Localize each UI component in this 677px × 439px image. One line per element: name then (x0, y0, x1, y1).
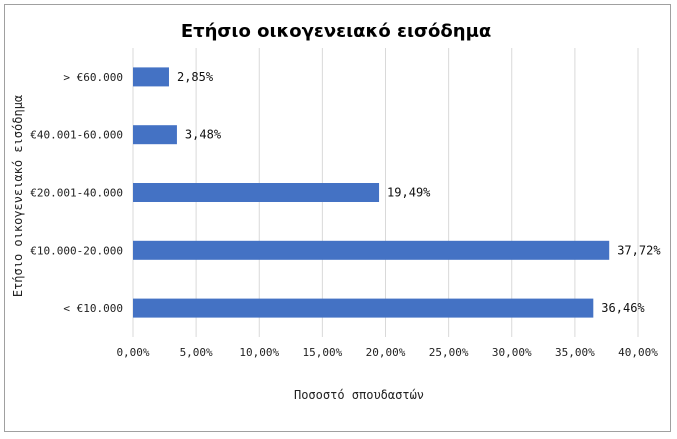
x-tick-label: 0,00% (116, 346, 149, 359)
data-label: 2,85% (177, 70, 214, 84)
y-axis-ticks: < €10.000 €10.000-20.000 €20.001-40.000 €40… (30, 71, 123, 315)
bar (133, 125, 177, 145)
bar (133, 298, 594, 318)
bar (133, 183, 380, 202)
x-tick-label: 15,00% (303, 346, 343, 359)
x-axis-label: Ποσοστό σπουδαστών (294, 388, 424, 402)
y-tick-label: €20.001-40.000 (30, 187, 123, 200)
chart-frame (4, 4, 671, 432)
data-labels: 36,46% 37,72% 19,49% 3,48% 2,85% (177, 70, 661, 315)
gridlines (132, 48, 639, 337)
x-tick-label: 40,00% (618, 346, 658, 359)
y-tick-label: €40.001-60.000 (30, 129, 123, 142)
chart-title: Ετήσιο οικογενειακό εισόδημα (181, 21, 491, 42)
x-tick-label: 35,00% (555, 346, 595, 359)
y-tick-label: > €60.000 (63, 71, 123, 84)
data-label: 3,48% (185, 128, 222, 142)
x-tick-label: 30,00% (492, 346, 532, 359)
x-tick-label: 10,00% (239, 346, 279, 359)
data-label: 37,72% (617, 243, 661, 257)
x-tick-label: 25,00% (429, 346, 469, 359)
bar (133, 240, 610, 260)
bar (133, 67, 169, 87)
data-label: 19,49% (387, 186, 431, 200)
x-tick-label: 20,00% (366, 346, 406, 359)
y-tick-label: < €10.000 (63, 302, 123, 315)
data-label: 36,46% (601, 301, 645, 315)
x-tick-label: 5,00% (180, 346, 213, 359)
y-tick-label: €10.000-20.000 (30, 244, 123, 257)
x-axis-ticks: 0,00% 5,00% 10,00% 15,00% 20,00% 25,00% 30,00%… (116, 346, 658, 359)
y-axis-label: Ετήσιο οικογενειακό εισόδημα (11, 95, 25, 297)
bars (133, 67, 610, 318)
